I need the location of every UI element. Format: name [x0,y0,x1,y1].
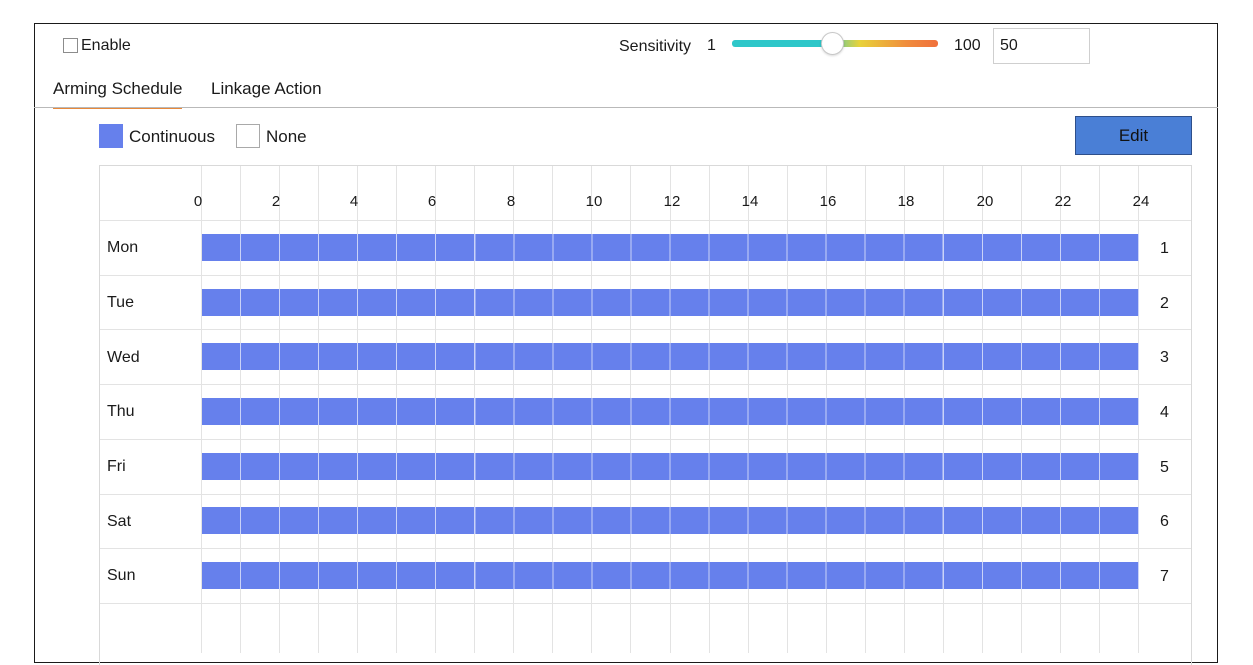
schedule-bar-sun[interactable] [202,562,1139,589]
day-index-mon: 1 [1160,240,1169,257]
tab-linkage-action[interactable]: Linkage Action [211,79,322,98]
enable-label: Enable [81,37,131,54]
hour-label: 6 [427,193,437,210]
hour-label: 8 [506,193,516,210]
hour-label: 2 [271,193,281,210]
hour-label: 14 [741,193,759,210]
schedule-bar-mon[interactable] [202,234,1139,261]
grid-line [100,494,1191,495]
schedule-bar-sat[interactable] [202,507,1139,534]
none-legend-swatch[interactable] [236,124,260,148]
hour-label: 20 [976,193,994,210]
hour-label: 22 [1054,193,1072,210]
sensitivity-max-label: 100 [954,37,981,54]
hour-label: 24 [1132,193,1150,210]
day-label-sun: Sun [107,567,136,584]
hour-label: 12 [663,193,681,210]
day-index-thu: 4 [1160,404,1169,421]
hour-label: 16 [819,193,837,210]
day-label-fri: Fri [107,458,126,475]
day-label-sat: Sat [107,513,132,530]
day-label-tue: Tue [107,294,134,311]
continuous-legend-label: Continuous [129,127,216,146]
grid-line [100,220,1191,221]
day-label-mon: Mon [107,239,139,256]
grid-line [100,548,1191,549]
schedule-bar-tue[interactable] [202,289,1139,316]
none-legend-label: None [266,127,307,146]
grid-line [100,439,1191,440]
schedule-bar-fri[interactable] [202,453,1139,480]
hour-label: 0 [193,193,203,210]
grid-line [100,384,1191,385]
tab-arming-schedule[interactable]: Arming Schedule [53,80,183,109]
day-index-tue: 2 [1160,295,1169,312]
grid-line [100,603,1191,604]
day-index-sun: 7 [1160,568,1169,585]
continuous-legend-swatch[interactable] [99,124,123,148]
day-index-wed: 3 [1160,349,1169,366]
sensitivity-slider-thumb[interactable] [821,32,844,55]
sensitivity-input[interactable] [993,28,1090,64]
day-label-wed: Wed [107,349,140,366]
edit-button[interactable]: Edit [1075,116,1192,155]
grid-line [100,329,1191,330]
grid-line [100,275,1191,276]
day-index-fri: 5 [1160,459,1169,476]
enable-checkbox[interactable] [63,38,78,53]
grid-line [201,166,202,653]
sensitivity-label: Sensitivity [619,38,692,55]
schedule-bar-wed[interactable] [202,343,1139,370]
hour-label: 10 [585,193,603,210]
tab-divider [34,107,1218,108]
schedule-grid [99,165,1192,665]
day-index-sat: 6 [1160,513,1169,530]
schedule-bar-thu[interactable] [202,398,1139,425]
hour-label: 4 [349,193,359,210]
day-label-thu: Thu [107,403,135,420]
hour-label: 18 [897,193,915,210]
sensitivity-min-label: 1 [707,37,716,54]
